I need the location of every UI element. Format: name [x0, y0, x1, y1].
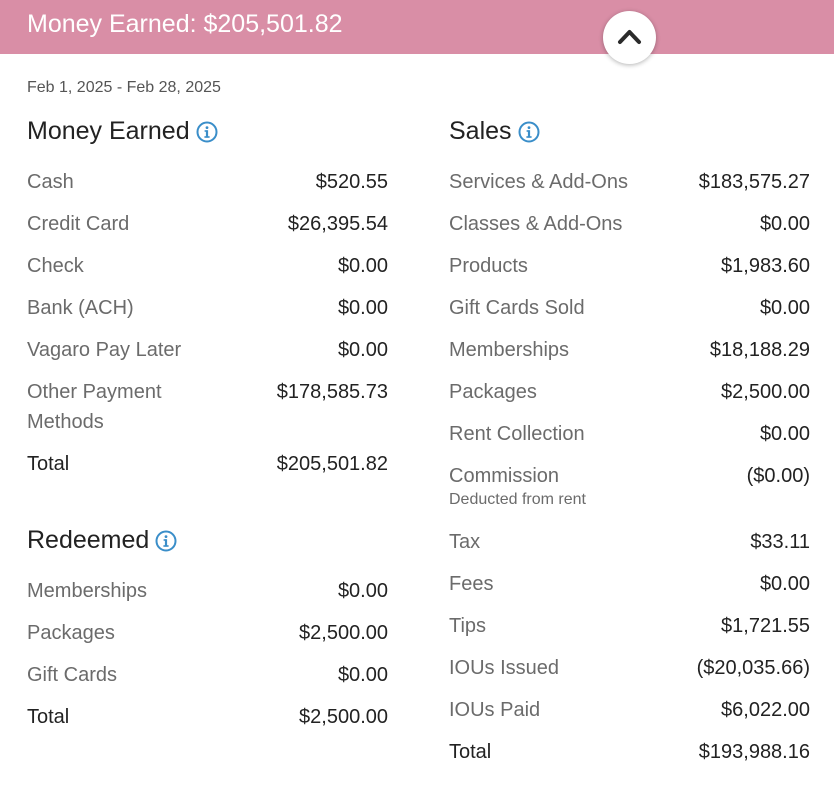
row-label: Vagaro Pay Later — [27, 339, 182, 361]
row-label: Memberships — [27, 580, 148, 602]
row-label: Classes & Add-Ons — [449, 213, 623, 235]
row-value: $0.00 — [759, 423, 810, 445]
row-label: Other Payment Methods — [27, 381, 162, 433]
row-value: $0.00 — [337, 255, 388, 277]
row-label: Bank (ACH) — [27, 297, 134, 319]
redeemed-title: Redeemed — [27, 526, 150, 554]
row-label: IOUs Paid — [449, 699, 541, 721]
row-value: $2,500.00 — [721, 381, 810, 403]
row-value: $178,585.73 — [276, 381, 388, 403]
sales-title: Sales — [449, 117, 512, 145]
row-value: ($20,035.66) — [696, 657, 810, 679]
row-label: Fees — [449, 573, 494, 595]
row-value: ($0.00) — [746, 465, 810, 487]
info-icon[interactable] — [155, 530, 177, 552]
total-label: Total — [27, 706, 70, 728]
row-value: $183,575.27 — [698, 171, 810, 193]
total-value: $205,501.82 — [276, 453, 388, 475]
total-label: Total — [449, 741, 492, 763]
row-value: $0.00 — [337, 297, 388, 319]
row-value: $33.11 — [750, 531, 810, 553]
row-value: $0.00 — [759, 573, 810, 595]
row-label: Cash — [27, 171, 74, 193]
summary-header: Money Earned: $205,501.82 — [0, 0, 834, 54]
row-value: $0.00 — [337, 664, 388, 686]
row-value: $1,983.60 — [721, 255, 810, 277]
row-value: $0.00 — [759, 213, 810, 235]
row-value: $6,022.00 — [721, 699, 810, 721]
row-value: $1,721.55 — [721, 615, 810, 637]
row-label: Gift Cards Sold — [449, 297, 585, 319]
header-title: Money Earned: $205,501.82 — [27, 10, 343, 38]
sales-section-title: Sales — [449, 117, 540, 146]
chevron-up-icon — [618, 30, 641, 44]
total-value: $193,988.16 — [698, 741, 810, 763]
collapse-button[interactable] — [603, 11, 656, 64]
row-value: $26,395.54 — [287, 213, 388, 235]
redeemed-section-title: Redeemed — [27, 526, 177, 555]
row-label: Gift Cards — [27, 664, 118, 686]
row-label: Packages — [27, 622, 115, 644]
row-label: Packages — [449, 381, 537, 403]
info-icon[interactable] — [196, 121, 218, 143]
total-label: Total — [27, 453, 70, 475]
row-value: $0.00 — [759, 297, 810, 319]
row-label: Commission — [449, 465, 560, 487]
row-label: Services & Add-Ons — [449, 171, 628, 193]
info-icon[interactable] — [518, 121, 540, 143]
row-label: Check — [27, 255, 84, 277]
total-value: $2,500.00 — [299, 706, 388, 728]
money-earned-title: Money Earned — [27, 117, 190, 145]
row-value: $520.55 — [315, 171, 388, 193]
row-value: $0.00 — [337, 580, 388, 602]
row-label: Tax — [449, 531, 481, 553]
row-label: Rent Collection — [449, 423, 585, 445]
row-value: $2,500.00 — [299, 622, 388, 644]
row-label: IOUs Issued — [449, 657, 560, 679]
row-value: $0.00 — [337, 339, 388, 361]
row-label: Tips — [449, 615, 487, 637]
row-label: Products — [449, 255, 528, 277]
row-value: $18,188.29 — [709, 339, 810, 361]
money-earned-section-title: Money Earned — [27, 117, 218, 146]
row-label: Memberships — [449, 339, 570, 361]
row-label: Credit Card — [27, 213, 130, 235]
date-range: Feb 1, 2025 - Feb 28, 2025 — [27, 79, 221, 96]
commission-note: Deducted from rent — [449, 491, 586, 508]
